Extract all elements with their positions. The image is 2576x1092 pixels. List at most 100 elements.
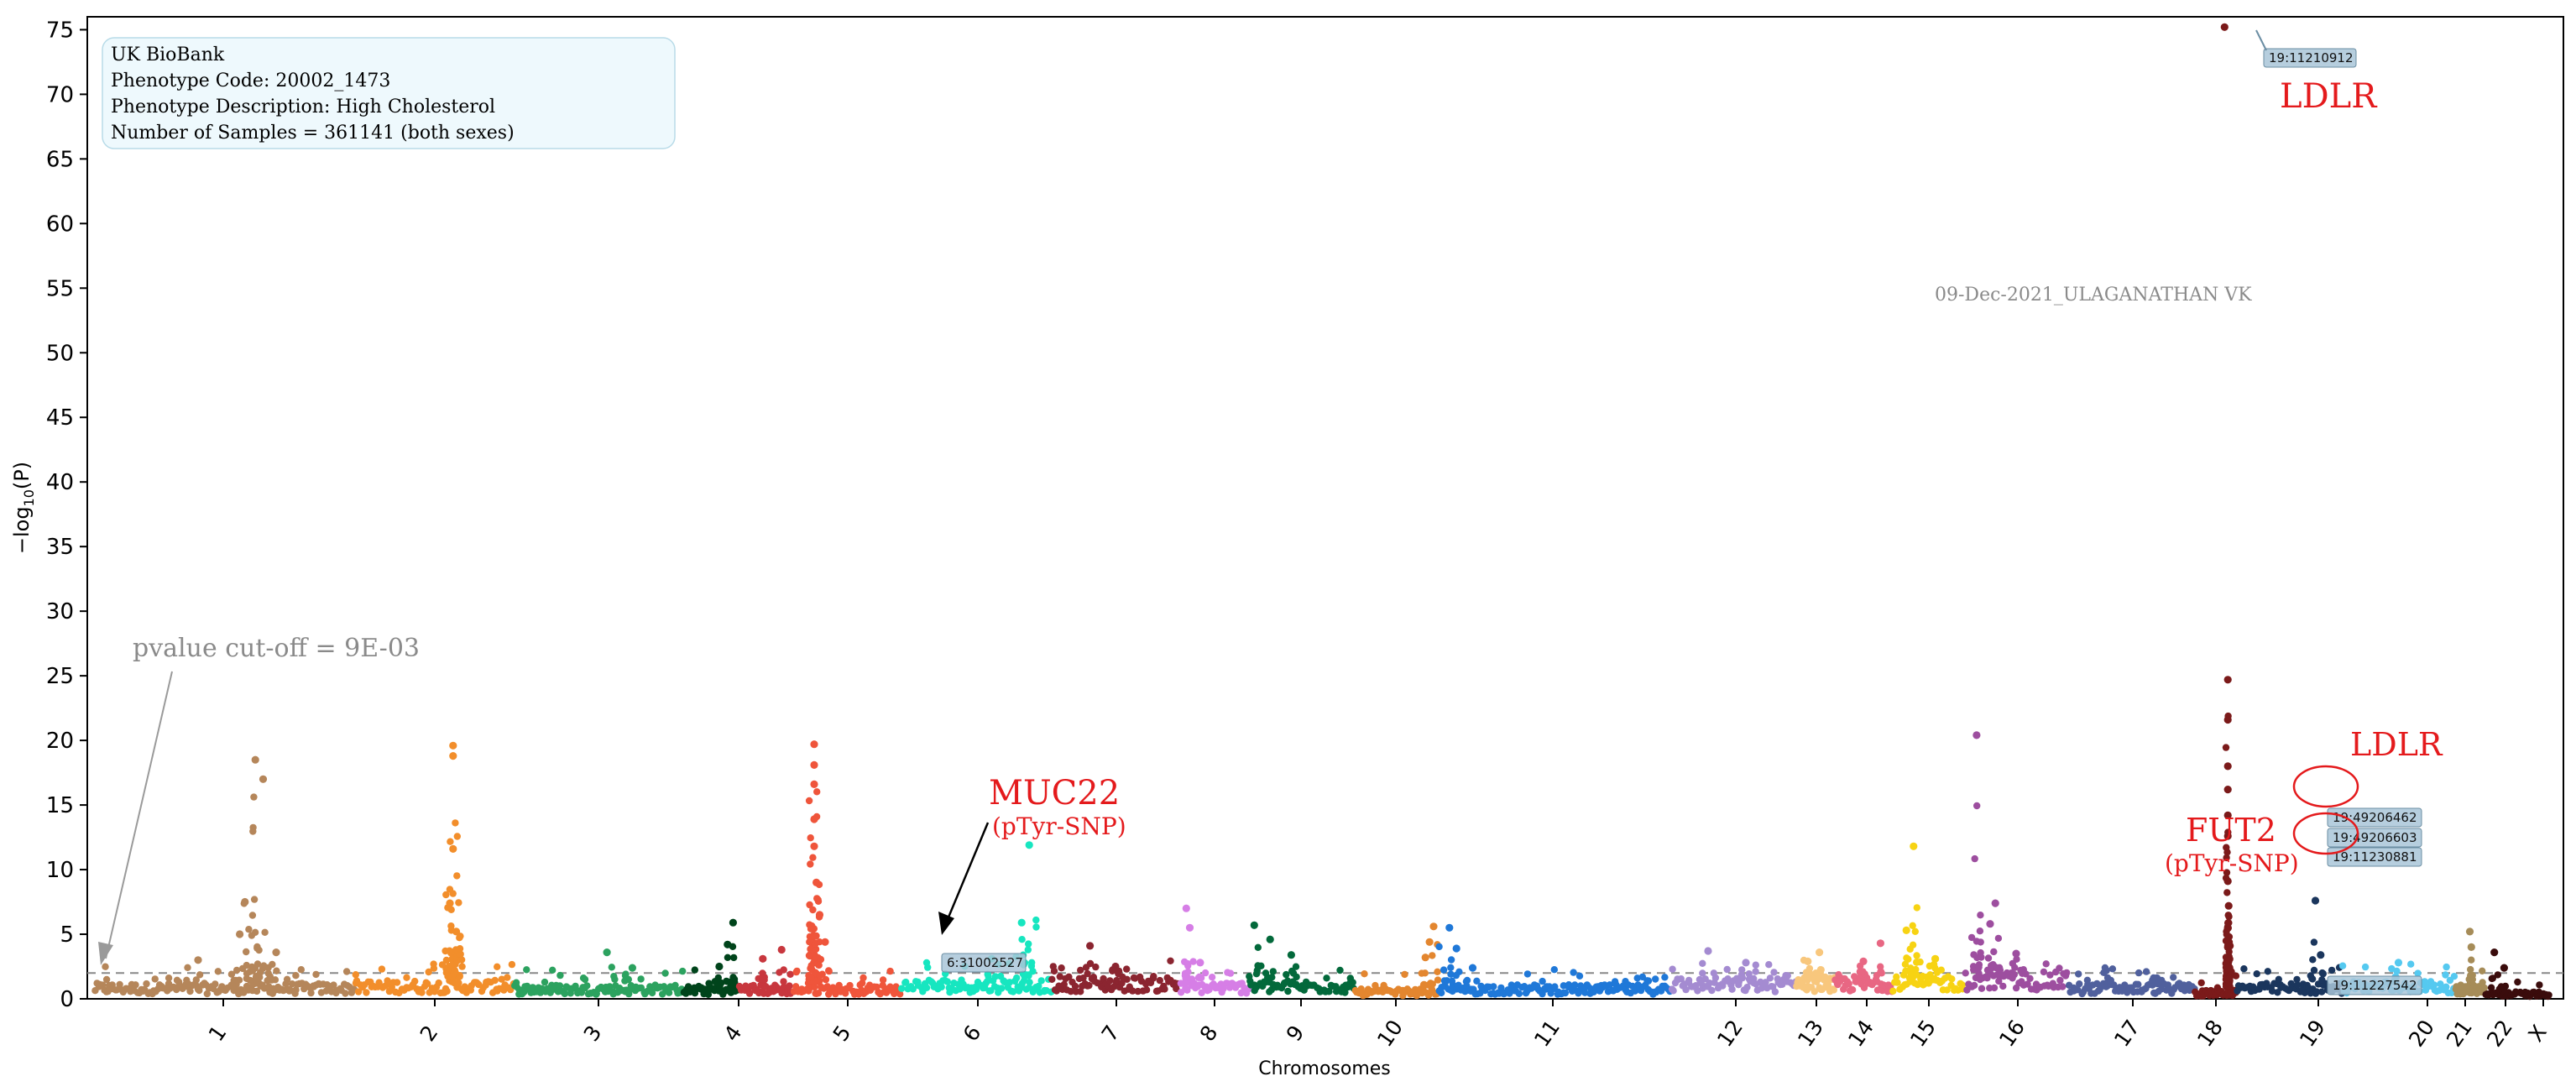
y-tick-label: 40 [46, 470, 74, 495]
data-point [745, 990, 754, 997]
data-point [1013, 974, 1021, 982]
snp-label-text: 6:31002527 [947, 955, 1023, 970]
watermark-text: 09-Dec-2021_ULAGANATHAN VK [1935, 285, 2252, 306]
data-point [723, 978, 731, 985]
data-point [628, 964, 637, 972]
y-tick-label: 0 [60, 987, 74, 1012]
data-point [2226, 942, 2234, 950]
data-point [250, 896, 259, 903]
chromosome-5-points [735, 945, 796, 998]
data-point [435, 979, 442, 987]
data-point [610, 973, 618, 980]
data-point [810, 760, 818, 770]
data-point [1973, 954, 1981, 962]
data-point [718, 979, 725, 987]
data-point [860, 974, 867, 982]
data-point [879, 976, 887, 984]
snp-label-box [2327, 828, 2422, 848]
data-point [246, 968, 253, 975]
data-point [2010, 970, 2018, 979]
snp-label-text: 19:11210912 [2269, 50, 2354, 65]
data-point [1931, 954, 1940, 963]
data-point [2479, 967, 2486, 975]
data-point [272, 948, 280, 957]
data-point [233, 966, 241, 974]
data-point [2468, 956, 2475, 964]
data-point [403, 974, 410, 981]
data-point [1035, 982, 1042, 990]
data-point [1018, 936, 1026, 943]
data-point [1971, 854, 1978, 863]
data-point [491, 976, 499, 985]
data-point [1079, 974, 1087, 982]
data-point [1208, 974, 1216, 981]
data-point [1185, 923, 1194, 932]
data-point [2223, 931, 2230, 938]
data-point [2450, 973, 2458, 980]
data-point [186, 987, 194, 995]
data-point [1325, 988, 1333, 995]
data-point [250, 793, 258, 801]
data-point [1972, 731, 1981, 739]
data-point [817, 955, 825, 964]
data-point [251, 928, 259, 937]
data-point [2488, 974, 2495, 983]
data-point [1575, 990, 1582, 997]
y-tick-label: 45 [46, 405, 74, 431]
data-point [1967, 933, 1976, 942]
x-tick-label: 15 [1905, 1016, 1941, 1052]
data-point [1268, 974, 1276, 981]
data-point [891, 990, 898, 998]
data-point [1977, 948, 1984, 957]
data-point [1859, 968, 1867, 975]
data-point [264, 969, 272, 977]
data-point [1738, 966, 1746, 974]
data-point [297, 966, 305, 974]
data-point [1704, 947, 1712, 955]
y-tick-label: 30 [46, 599, 74, 624]
info-line-phenotype-description: Phenotype Description: High Cholesterol [111, 97, 495, 118]
data-point [730, 954, 738, 962]
data-point [807, 974, 815, 981]
data-point [813, 932, 820, 940]
data-point [996, 972, 1005, 980]
data-point [245, 926, 253, 933]
data-point [1401, 970, 1408, 979]
snp-label-text: 19:49206462 [2333, 810, 2417, 825]
data-point [236, 930, 244, 938]
data-point [2443, 963, 2450, 971]
data-point [1167, 957, 1174, 965]
data-point [556, 982, 564, 990]
x-tick-label: 22 [2482, 1016, 2517, 1052]
chromosome-11-points [1351, 922, 1442, 1000]
data-point [288, 980, 296, 988]
data-point [2310, 966, 2318, 974]
data-point [1252, 970, 1261, 978]
data-point [1894, 979, 1901, 986]
data-point [1183, 960, 1191, 968]
data-point [269, 960, 276, 969]
data-point [393, 979, 401, 986]
data-point [1113, 976, 1121, 985]
data-point [1196, 959, 1204, 967]
data-point [2240, 965, 2248, 973]
data-point [2223, 854, 2230, 862]
data-point [2490, 948, 2499, 957]
gene-annotation-ldlr: LDLR [2350, 726, 2443, 763]
data-point [456, 972, 463, 980]
data-point [151, 975, 159, 983]
data-point [447, 962, 455, 969]
data-point [1835, 971, 1842, 979]
data-point [1037, 977, 1045, 985]
data-point [2220, 23, 2229, 31]
data-point [132, 981, 139, 989]
data-point [956, 985, 964, 993]
data-point [1109, 966, 1116, 974]
data-point [1682, 985, 1690, 994]
data-point [1575, 972, 1584, 980]
data-point [943, 978, 952, 985]
data-point [1699, 959, 1706, 968]
data-point [243, 974, 250, 983]
data-point [1463, 976, 1471, 985]
data-point [1246, 973, 1253, 980]
